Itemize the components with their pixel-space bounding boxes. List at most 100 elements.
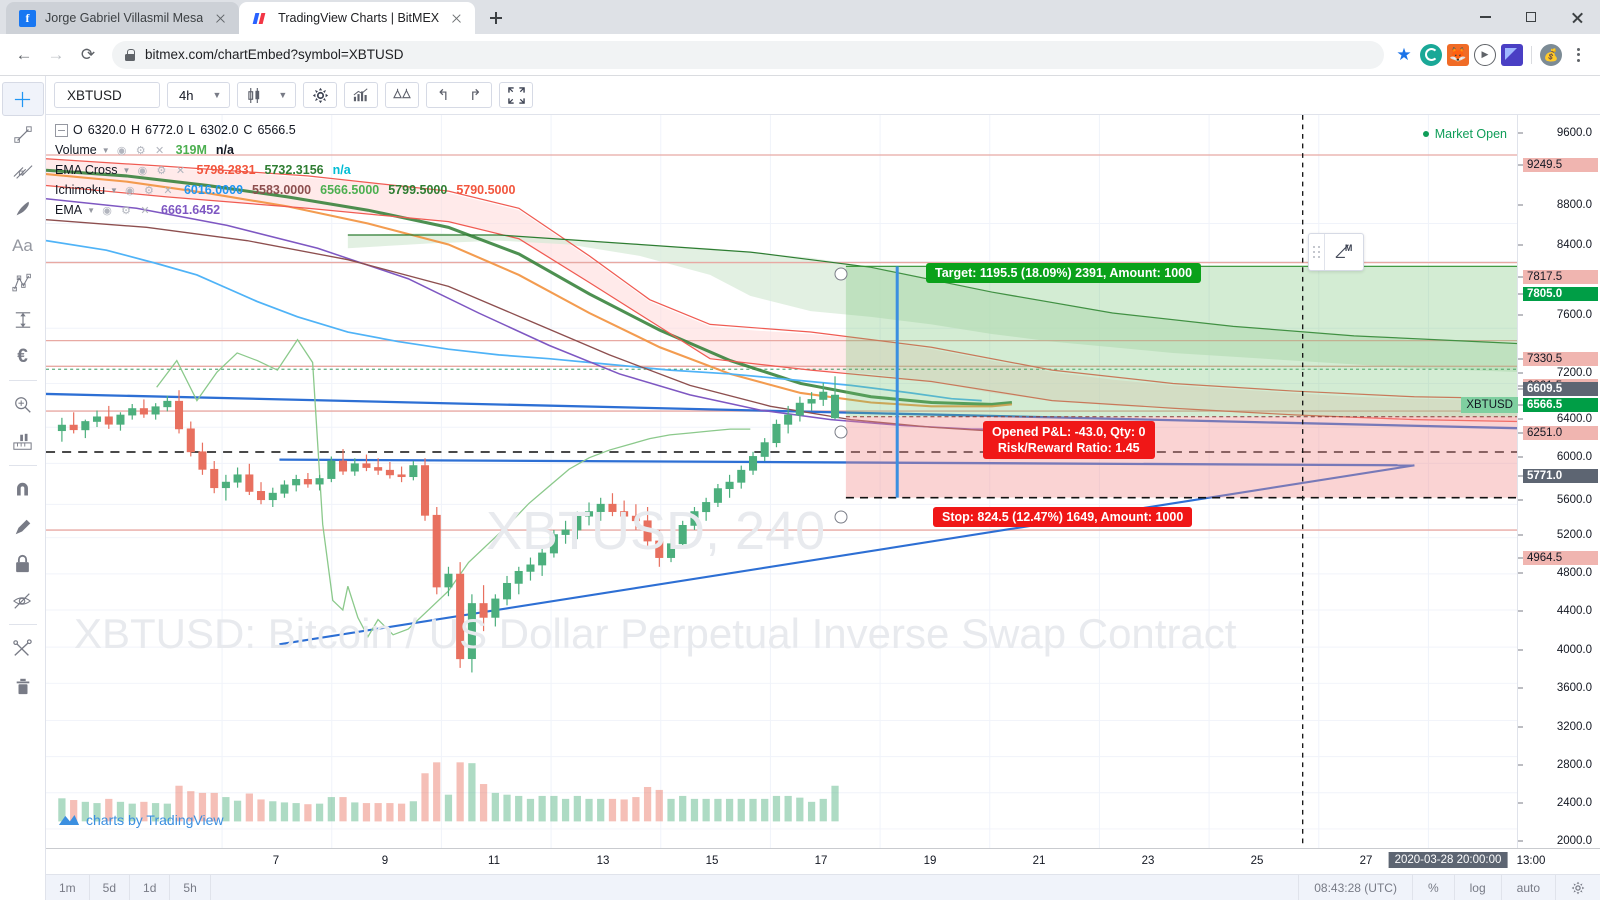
- pnl-line-1: Opened P&L: -43.0, Qty: 0: [992, 425, 1146, 439]
- chart-settings-button[interactable]: [303, 82, 338, 108]
- price-tick: [1518, 687, 1523, 689]
- range-button-5h[interactable]: 5h: [170, 874, 211, 900]
- price-tick: [1518, 572, 1523, 574]
- price-label: 9600.0: [1556, 127, 1592, 139]
- undo-icon[interactable]: ↰: [437, 87, 450, 104]
- chart-panel: XBTUSD 4h ▼ ▼: [46, 76, 1600, 900]
- crosshair-tool[interactable]: [1, 82, 44, 116]
- tradingview-credit[interactable]: charts by TradingView: [58, 812, 223, 828]
- price-label: 8800.0: [1556, 199, 1592, 211]
- market-status-label: Market Open: [1434, 127, 1507, 141]
- time-label: 15: [705, 855, 719, 867]
- log-toggle[interactable]: log: [1453, 874, 1501, 900]
- time-label: 21: [1032, 855, 1046, 867]
- text-tool[interactable]: Aa: [12, 235, 33, 255]
- chart-plot[interactable]: O 6320.0 H 6772.0 L 6302.0 C 6566.5 Volu…: [46, 115, 1518, 848]
- stop-handle[interactable]: [834, 510, 848, 524]
- chevron-down-icon[interactable]: ▼: [278, 90, 288, 100]
- tradingview-icon: [252, 9, 270, 27]
- measure-M-tool-icon[interactable]: M: [1325, 243, 1363, 261]
- drag-handle[interactable]: [1309, 234, 1325, 270]
- tools-icon[interactable]: [3, 630, 43, 667]
- maximize-button[interactable]: [1508, 0, 1554, 34]
- compare-button[interactable]: [385, 82, 420, 108]
- trend-line-tool[interactable]: [3, 116, 43, 153]
- tab-title: Jorge Gabriel Villasmil Mesa: [45, 11, 204, 25]
- price-tick: [1518, 475, 1523, 477]
- new-tab-button[interactable]: [482, 4, 510, 32]
- measure-tool[interactable]: [3, 423, 43, 460]
- range-button-5d[interactable]: 5d: [90, 874, 131, 900]
- metamask-fox-icon[interactable]: 🦊: [1447, 43, 1469, 66]
- price-label: 7805.0: [1523, 287, 1598, 301]
- interval-label: 4h: [179, 87, 194, 103]
- symbol-label: XBTUSD: [67, 87, 122, 103]
- lock-icon[interactable]: [3, 545, 43, 582]
- pnl-label[interactable]: Opened P&L: -43.0, Qty: 0 Risk/Reward Ra…: [983, 421, 1155, 459]
- gear-icon[interactable]: [1555, 874, 1600, 900]
- price-tick: [1518, 499, 1523, 501]
- price-label: 6000.0: [1556, 451, 1592, 463]
- chevron-down-icon[interactable]: ▼: [212, 90, 222, 100]
- profile-avatar-icon[interactable]: 💰: [1540, 43, 1562, 66]
- percent-toggle[interactable]: %: [1411, 874, 1454, 900]
- teal-circle-icon[interactable]: [1420, 43, 1442, 66]
- divider: [8, 465, 37, 466]
- patterns-tool[interactable]: [3, 264, 43, 301]
- price-label: 4000.0: [1556, 644, 1592, 656]
- divider: [8, 624, 37, 625]
- chart-type-selector[interactable]: ▼: [237, 82, 297, 108]
- target-label[interactable]: Target: 1195.5 (18.09%) 2391, Amount: 10…: [926, 263, 1202, 283]
- price-tick: [1518, 802, 1523, 804]
- chart-container[interactable]: O 6320.0 H 6772.0 L 6302.0 C 6566.5 Volu…: [46, 115, 1600, 900]
- magnet-tool[interactable]: [3, 471, 43, 508]
- browser-tab-tradingview[interactable]: TradingView Charts | BitMEX: [239, 2, 476, 34]
- trash-icon[interactable]: [3, 667, 43, 704]
- fib-tool[interactable]: [3, 153, 43, 190]
- auto-toggle[interactable]: auto: [1500, 874, 1555, 900]
- back-icon[interactable]: ←: [15, 44, 33, 64]
- close-window-button[interactable]: [1554, 0, 1600, 34]
- blue-triangle-icon[interactable]: [1501, 43, 1523, 66]
- stop-label[interactable]: Stop: 824.5 (12.47%) 1649, Amount: 1000: [933, 507, 1193, 527]
- price-label: 7817.5: [1523, 270, 1598, 284]
- minimize-button[interactable]: [1462, 0, 1508, 34]
- floating-measure-toolbar[interactable]: M: [1308, 233, 1364, 271]
- entry-handle[interactable]: [834, 425, 848, 439]
- close-icon[interactable]: [448, 10, 465, 27]
- bookmark-star-icon[interactable]: ★: [1396, 44, 1412, 64]
- browser-tab-facebook[interactable]: f Jorge Gabriel Villasmil Mesa: [6, 2, 240, 34]
- tab-title: TradingView Charts | BitMEX: [278, 11, 440, 25]
- status-dot-icon: [1422, 131, 1429, 137]
- time-label: 23: [1141, 855, 1155, 867]
- range-button-1d[interactable]: 1d: [130, 874, 171, 900]
- price-tick: [1518, 432, 1523, 434]
- price-axis[interactable]: 9600.0 9249.5 8800.0 8400.0 7817.5 7805.0 7600…: [1461, 115, 1600, 848]
- redo-icon[interactable]: ↱: [469, 87, 482, 104]
- play-circle-icon[interactable]: ▶: [1474, 43, 1496, 66]
- range-button-1m[interactable]: 1m: [46, 874, 90, 900]
- close-icon[interactable]: [212, 10, 229, 27]
- reload-icon[interactable]: ⟳: [80, 44, 96, 64]
- forward-icon[interactable]: →: [47, 44, 65, 64]
- brush-tool[interactable]: [3, 190, 43, 227]
- symbol-selector[interactable]: XBTUSD: [54, 82, 160, 108]
- address-bar[interactable]: bitmex.com/chartEmbed?symbol=XBTUSD: [112, 40, 1384, 69]
- zoom-tool[interactable]: [3, 386, 43, 423]
- target-handle[interactable]: [834, 267, 848, 281]
- pnl-line-2: Risk/Reward Ratio: 1.45: [997, 441, 1140, 455]
- time-label: 25: [1250, 855, 1264, 867]
- fullscreen-button[interactable]: [499, 82, 534, 108]
- eye-off-icon[interactable]: [3, 582, 43, 619]
- time-label: 11: [488, 855, 500, 867]
- position-tool[interactable]: [3, 301, 43, 338]
- price-tick: [1518, 764, 1523, 766]
- icons-tool[interactable]: €: [17, 345, 28, 367]
- pencil-tool[interactable]: [3, 508, 43, 545]
- indicators-button[interactable]: [344, 82, 379, 108]
- price-tick: [1518, 204, 1523, 206]
- price-tick: [1518, 385, 1523, 387]
- interval-selector[interactable]: 4h ▼: [167, 82, 231, 108]
- chrome-menu-icon[interactable]: [1567, 47, 1589, 62]
